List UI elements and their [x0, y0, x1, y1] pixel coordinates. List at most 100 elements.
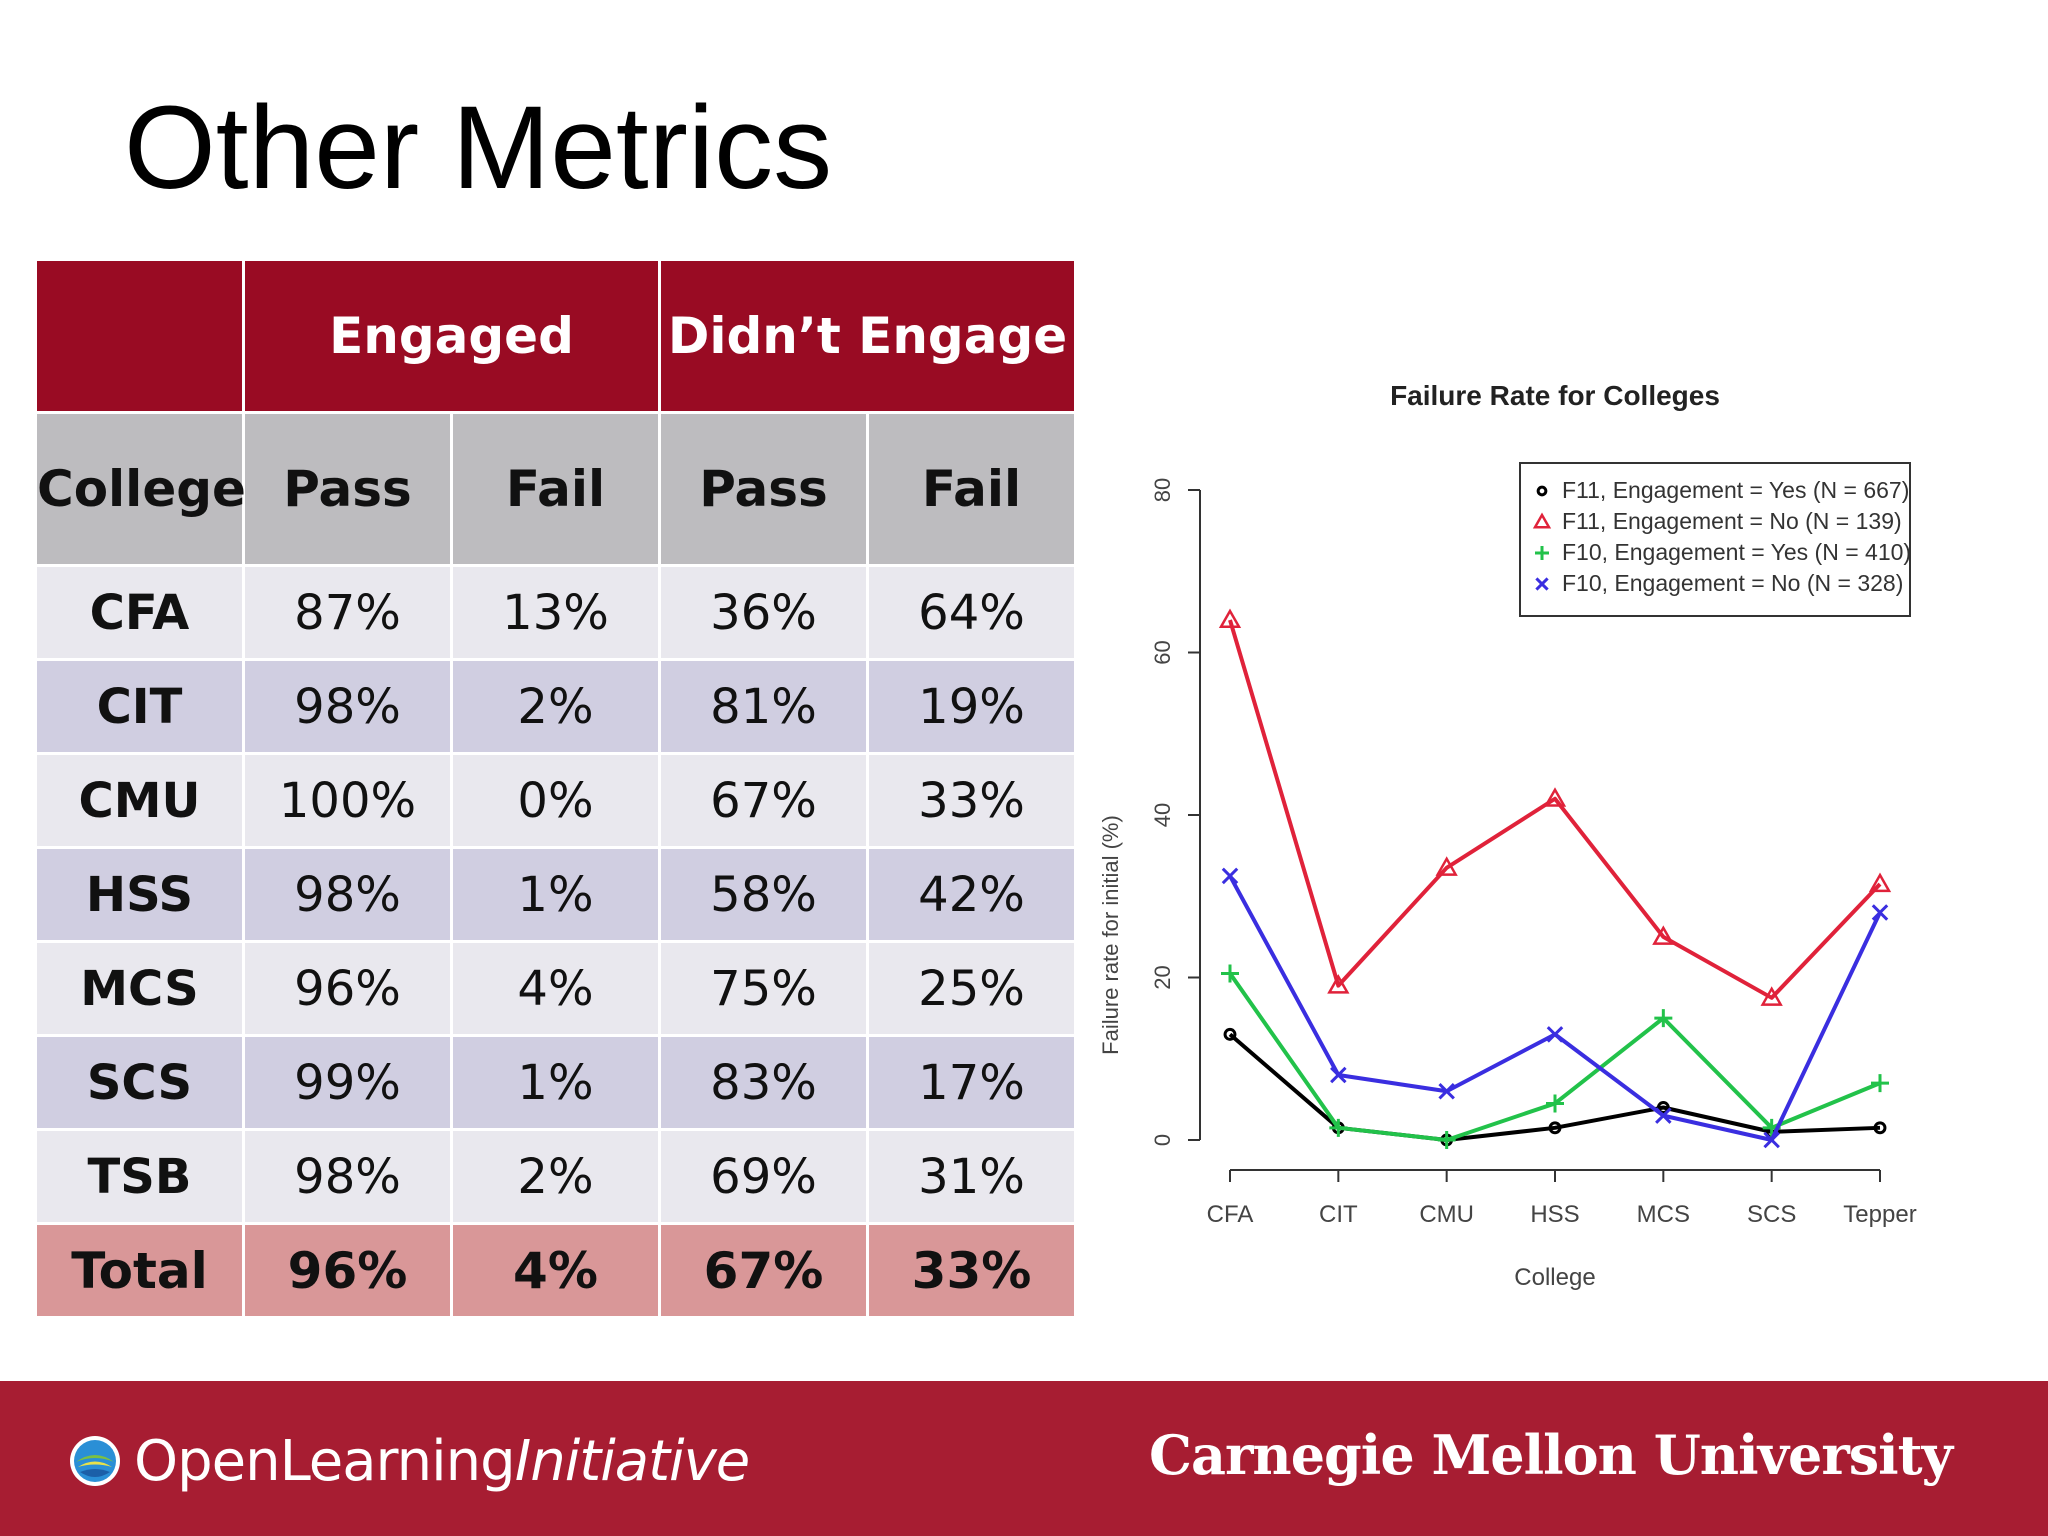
col-header-didnt-pass: Pass [658, 411, 869, 567]
data-point [1221, 964, 1239, 983]
legend-marker [1536, 485, 1548, 497]
total-engaged-pass: 96% [242, 1222, 453, 1319]
table-total-row: Total 96% 4% 67% 33% [34, 1222, 1078, 1319]
data-point [1763, 1131, 1780, 1149]
cell-college: CFA [34, 564, 245, 661]
data-point [1871, 1074, 1889, 1093]
col-header-engaged-pass: Pass [242, 411, 453, 567]
data-point [1435, 856, 1458, 876]
legend-entry: F11, Engagement = No (N = 139) [1562, 508, 1902, 534]
x-tick-label: CFA [1207, 1201, 1254, 1228]
cell-engaged-pass: 87% [242, 564, 453, 661]
cell-didnt-pass: 69% [658, 1128, 869, 1225]
header-engaged: Engaged [242, 258, 661, 414]
legend-box [1519, 462, 1911, 617]
col-header-didnt-fail: Fail [865, 411, 1078, 567]
chart-title: Failure Rate for Colleges [1390, 380, 1720, 411]
data-point [1760, 986, 1783, 1006]
cell-didnt-pass: 36% [658, 564, 869, 661]
cell-college: TSB [34, 1128, 245, 1225]
data-point [1437, 1131, 1456, 1149]
slide-title: Other Metrics [124, 82, 833, 214]
cell-didnt-pass: 75% [658, 940, 869, 1037]
legend-entry: F10, Engagement = Yes (N = 410) [1562, 539, 1911, 565]
x-tick-label: Tepper [1843, 1201, 1916, 1228]
cell-didnt-fail: 31% [865, 1128, 1078, 1225]
cell-didnt-fail: 25% [865, 940, 1078, 1037]
data-point [1327, 974, 1350, 994]
y-tick-label: 0 [1150, 1134, 1175, 1146]
total-didnt-fail: 33% [865, 1222, 1078, 1319]
table-row: CIT 98% 2% 81% 19% [34, 658, 1078, 755]
metrics-table: Engaged Didn’t Engage College Pass Fail … [34, 258, 1078, 1319]
failure-rate-chart: Failure Rate for Colleges College Failur… [1100, 380, 1917, 1291]
y-tick-label: 60 [1150, 640, 1175, 664]
cell-didnt-fail: 64% [865, 564, 1078, 661]
x-tick-label: MCS [1637, 1201, 1690, 1228]
table-row: MCS 96% 4% 75% 25% [34, 940, 1078, 1037]
cell-didnt-fail: 33% [865, 752, 1078, 849]
data-point [1652, 925, 1675, 945]
footer-bar: OpenLearningInitiative Carnegie Mellon U… [0, 1381, 2048, 1536]
cell-didnt-fail: 17% [865, 1034, 1078, 1131]
cell-didnt-fail: 42% [865, 846, 1078, 943]
x-tick-label: SCS [1747, 1201, 1796, 1228]
col-header-college: College [34, 411, 246, 567]
table-row: CMU 100% 0% 67% 33% [34, 752, 1078, 849]
oli-brand: OpenLearningInitiative [68, 1421, 750, 1501]
y-axis-label: Failure rate for initial (%) [1100, 815, 1123, 1055]
cell-college: MCS [34, 940, 245, 1037]
cell-engaged-fail: 1% [450, 1034, 661, 1131]
total-college: Total [34, 1222, 245, 1319]
table-row: TSB 98% 2% 69% 31% [34, 1128, 1078, 1225]
data-point [1546, 1094, 1564, 1113]
legend-entry: F11, Engagement = Yes (N = 667) [1562, 477, 1909, 503]
cell-engaged-pass: 98% [242, 846, 453, 943]
x-axis-label: College [1514, 1264, 1595, 1291]
data-point [1871, 904, 1889, 921]
cell-engaged-pass: 98% [242, 658, 453, 755]
series-4 [1221, 867, 1889, 1149]
cell-college: CMU [34, 752, 245, 849]
cmu-wordmark: Carnegie Mellon University [1149, 1423, 1953, 1487]
y-tick-label: 80 [1150, 478, 1175, 502]
x-tick-label: CMU [1419, 1201, 1474, 1228]
cell-engaged-pass: 100% [242, 752, 453, 849]
total-engaged-fail: 4% [450, 1222, 661, 1319]
total-didnt-pass: 67% [658, 1222, 869, 1319]
cell-didnt-pass: 83% [658, 1034, 869, 1131]
cell-college: CIT [34, 658, 245, 755]
oli-wordmark: OpenLearningInitiative [134, 1428, 750, 1494]
data-point [1656, 1101, 1670, 1114]
data-point [1221, 867, 1239, 885]
data-point [1543, 787, 1567, 807]
table-row: HSS 98% 1% 58% 42% [34, 846, 1078, 943]
table-row: SCS 99% 1% 83% 17% [34, 1034, 1078, 1131]
oli-logo-icon [70, 1436, 120, 1486]
cell-engaged-fail: 2% [450, 1128, 661, 1225]
cell-college: SCS [34, 1034, 245, 1131]
data-point [1329, 1118, 1348, 1137]
data-point [1873, 1121, 1887, 1135]
series-2 [1218, 608, 1892, 1006]
series-3 [1221, 964, 1889, 1149]
data-point [1655, 1107, 1672, 1124]
header-corner [34, 258, 245, 414]
legend-entry: F10, Engagement = No (N = 328) [1562, 570, 1903, 596]
legend-marker [1535, 577, 1549, 591]
cell-didnt-fail: 19% [865, 658, 1078, 755]
data-point [1330, 1066, 1347, 1084]
data-point [1548, 1121, 1562, 1135]
cell-didnt-pass: 81% [658, 658, 869, 755]
legend-marker [1535, 546, 1549, 560]
data-point [1654, 1009, 1673, 1028]
cell-engaged-fail: 0% [450, 752, 661, 849]
data-point [1438, 1082, 1455, 1100]
cell-didnt-pass: 58% [658, 846, 869, 943]
cell-didnt-pass: 67% [658, 752, 869, 849]
cell-engaged-fail: 4% [450, 940, 661, 1037]
cell-engaged-pass: 99% [242, 1034, 453, 1131]
cell-engaged-fail: 1% [450, 846, 661, 943]
table-row: CFA 87% 13% 36% 64% [34, 564, 1078, 661]
x-tick-label: CIT [1319, 1201, 1358, 1228]
